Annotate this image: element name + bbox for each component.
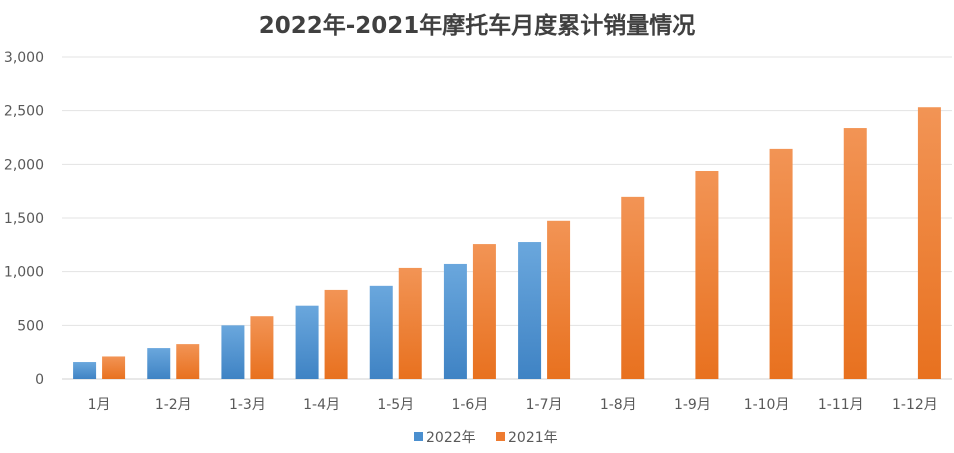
x-tick-label: 1-4月 — [303, 397, 340, 413]
bar-series-2021 — [621, 196, 645, 379]
x-tick-label: 1-6月 — [451, 397, 488, 413]
x-tick-label: 1-11月 — [818, 397, 864, 413]
bar-series-2022 — [73, 362, 97, 379]
y-tick-label: 1,500 — [4, 211, 44, 227]
bar-series-2021 — [102, 356, 126, 379]
bar-series-2022 — [443, 263, 467, 379]
bar-series-2022 — [295, 305, 319, 379]
legend-item-2021-swatch — [496, 432, 505, 441]
legend-item-2022-swatch — [414, 432, 423, 441]
x-tick-label: 1-7月 — [526, 397, 563, 413]
bar-series-2022 — [369, 285, 393, 379]
bar-series-2021 — [472, 244, 496, 379]
bar-series-2021 — [176, 344, 200, 379]
bar-series-2021 — [695, 170, 719, 379]
x-tick-label: 1-2月 — [155, 397, 192, 413]
bar-series-2022 — [147, 348, 171, 379]
bar-series-2021 — [398, 267, 422, 379]
x-tick-label: 1-3月 — [229, 397, 266, 413]
x-tick-label: 1-9月 — [674, 397, 711, 413]
bar-series-2022 — [221, 325, 245, 379]
y-tick-label: 2,000 — [4, 157, 44, 173]
x-tick-label: 1-8月 — [600, 397, 637, 413]
chart-title: 2022年-2021年摩托车月度累计销量情况 — [258, 13, 696, 39]
bar-series-2021 — [917, 107, 941, 380]
y-tick-label: 0 — [35, 372, 44, 388]
y-tick-label: 2,500 — [4, 104, 44, 120]
x-tick-label: 1-10月 — [744, 397, 790, 413]
x-tick-label: 1月 — [88, 397, 111, 413]
bar-series-2021 — [250, 316, 274, 379]
bar-series-2022 — [518, 242, 542, 379]
bar-series-2021 — [843, 128, 867, 379]
x-tick-label: 1-5月 — [377, 397, 414, 413]
bar-series-2021 — [547, 220, 571, 379]
legend-item-2022-label: 2022年 — [426, 430, 476, 446]
y-tick-label: 1,000 — [4, 265, 44, 281]
bar-series-2021 — [324, 289, 348, 379]
legend-item-2021-label: 2021年 — [508, 430, 558, 446]
x-tick-label: 1-12月 — [892, 397, 938, 413]
y-tick-label: 3,000 — [4, 50, 44, 66]
y-tick-label: 500 — [17, 318, 44, 334]
bar-series-2021 — [769, 148, 793, 379]
